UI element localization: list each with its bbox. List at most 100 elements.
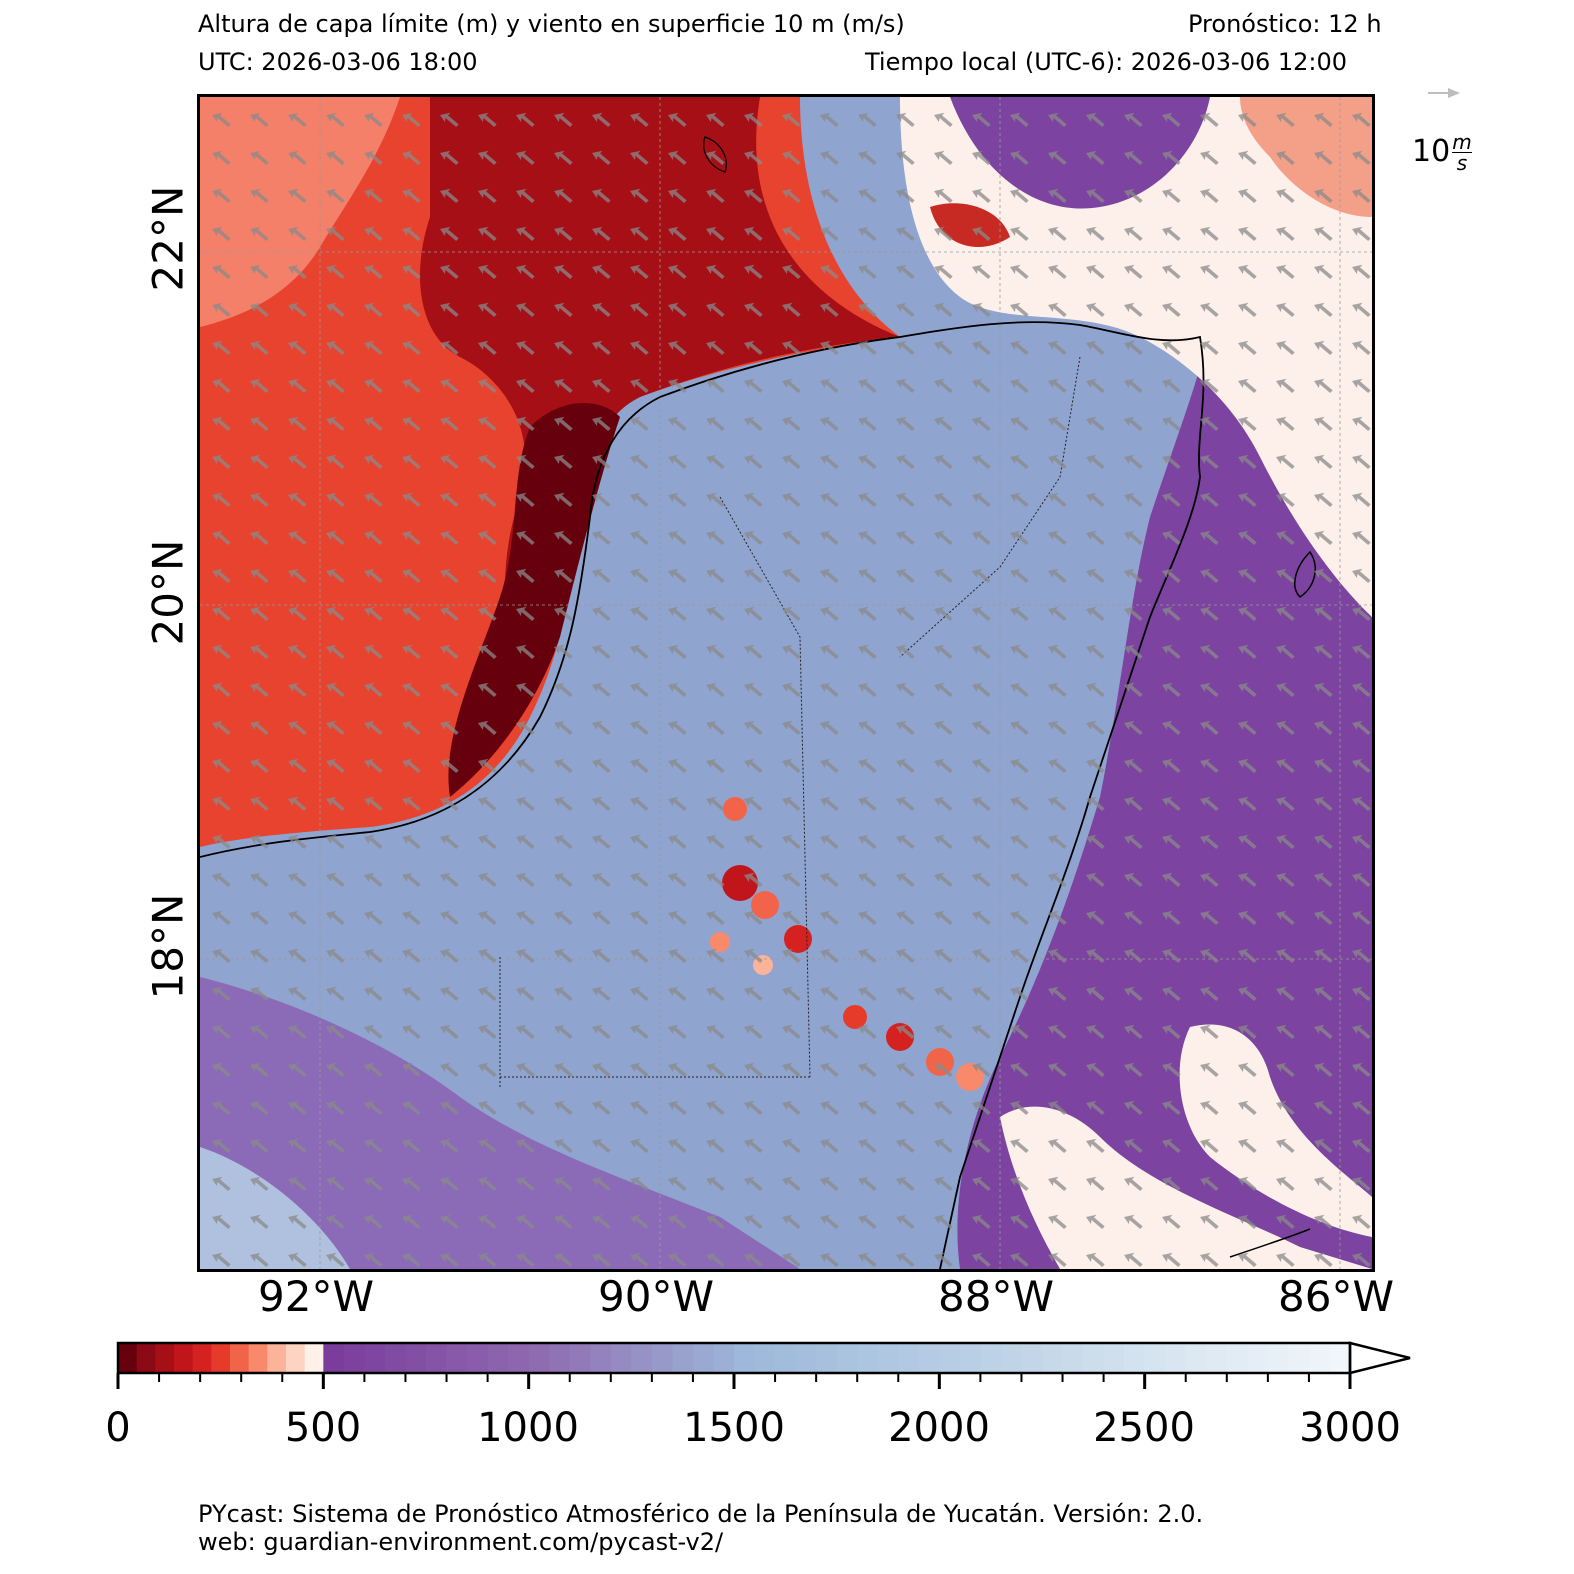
caribbean-field	[957, 319, 1372, 1269]
wind-arrow	[440, 150, 459, 165]
wind-arrow	[630, 644, 649, 659]
colorbar-tick-500: 500	[284, 1405, 362, 1451]
wind-arrow	[250, 454, 269, 469]
wind-arrow	[820, 340, 839, 355]
wind-arrow	[1276, 150, 1295, 165]
wind-arrow	[516, 1214, 535, 1229]
wind-arrow	[364, 644, 383, 659]
wind-arrow	[478, 986, 497, 1001]
wind-arrow	[516, 1062, 535, 1077]
wind-arrow	[1200, 1100, 1219, 1115]
wind-arrow	[668, 1176, 687, 1191]
wind-arrow	[326, 758, 345, 773]
wind-arrow	[326, 150, 345, 165]
arrecife-island	[703, 136, 727, 173]
wind-arrow	[896, 1214, 915, 1229]
wind-arrow	[1200, 872, 1219, 887]
wind-arrow	[630, 796, 649, 811]
wind-arrow	[326, 1062, 345, 1077]
wind-arrow	[478, 302, 497, 317]
wind-arrow	[972, 1024, 991, 1039]
wind-arrow	[1276, 1252, 1295, 1267]
wind-arrow	[706, 872, 725, 887]
wind-arrow	[1086, 1100, 1105, 1115]
wind-arrow	[1124, 948, 1143, 963]
wind-arrow	[820, 872, 839, 887]
colorbar-tick-1000: 1000	[477, 1405, 579, 1451]
colorbar-segment	[980, 1343, 1002, 1373]
wind-arrow	[896, 112, 915, 127]
wind-arrow	[402, 416, 421, 431]
wind-arrow	[212, 1100, 231, 1115]
wind-arrow	[1352, 1062, 1371, 1077]
wind-arrow	[1352, 1138, 1371, 1153]
wind-arrow	[858, 302, 877, 317]
wind-arrow	[592, 1138, 611, 1153]
colorbar	[116, 1341, 1411, 1389]
colorbar-tick-0: 0	[105, 1405, 131, 1451]
wind-arrow	[972, 492, 991, 507]
wind-arrow	[896, 1100, 915, 1115]
wind-arrow	[1048, 872, 1067, 887]
wind-arrow	[630, 1100, 649, 1115]
wind-arrow	[1200, 112, 1219, 127]
wind-arrow	[744, 264, 763, 279]
wind-arrow	[896, 416, 915, 431]
wind-arrow	[212, 682, 231, 697]
wind-arrow	[364, 226, 383, 241]
wind-arrow	[1200, 834, 1219, 849]
wind-arrow	[1086, 606, 1105, 621]
wind-arrow	[706, 1024, 725, 1039]
wind-arrow	[1276, 454, 1295, 469]
colorbar-segment	[795, 1343, 817, 1373]
wind-arrow	[592, 948, 611, 963]
wind-arrow	[630, 948, 649, 963]
wind-arrow	[1200, 530, 1219, 545]
wind-arrow	[250, 1062, 269, 1077]
wind-arrow	[896, 1138, 915, 1153]
wind-arrow	[288, 948, 307, 963]
wind-arrow	[630, 264, 649, 279]
wind-arrow	[402, 302, 421, 317]
wind-arrow	[1276, 568, 1295, 583]
wind-arrow	[592, 264, 611, 279]
wind-arrow	[212, 226, 231, 241]
wind-arrow	[1010, 682, 1029, 697]
wind-arrow	[592, 568, 611, 583]
wind-arrow	[478, 188, 497, 203]
wind-arrow	[1200, 796, 1219, 811]
wind-arrow	[744, 378, 763, 393]
wind-arrow	[782, 302, 801, 317]
wind-arrow	[1314, 758, 1333, 773]
wind-arrow	[516, 644, 535, 659]
wind-arrow	[630, 834, 649, 849]
wind-arrow	[554, 340, 573, 355]
wind-arrow	[820, 226, 839, 241]
light-patch	[200, 1147, 350, 1269]
wind-arrow	[592, 644, 611, 659]
wind-arrow	[402, 1138, 421, 1153]
wind-arrow	[820, 834, 839, 849]
wind-arrow	[820, 568, 839, 583]
colorbar-segment	[672, 1343, 694, 1373]
wind-arrow	[402, 872, 421, 887]
wind-arrow	[1124, 606, 1143, 621]
wind-arrow	[516, 492, 535, 507]
wind-arrow	[364, 1214, 383, 1229]
wind-arrow	[668, 1138, 687, 1153]
belize-light-field	[1000, 1106, 1372, 1269]
wind-arrow	[1162, 264, 1181, 279]
wind-arrow	[706, 264, 725, 279]
wind-arrow	[440, 378, 459, 393]
wind-arrow	[212, 758, 231, 773]
wind-arrow	[212, 1138, 231, 1153]
wind-arrow	[896, 378, 915, 393]
wind-arrow	[1276, 606, 1295, 621]
wind-arrow	[668, 492, 687, 507]
wind-arrow	[820, 1138, 839, 1153]
wind-arrow	[858, 1176, 877, 1191]
wind-arrow	[934, 188, 953, 203]
wind-arrow	[212, 416, 231, 431]
colorbar-segment	[1144, 1343, 1166, 1373]
wind-arrow	[1276, 302, 1295, 317]
